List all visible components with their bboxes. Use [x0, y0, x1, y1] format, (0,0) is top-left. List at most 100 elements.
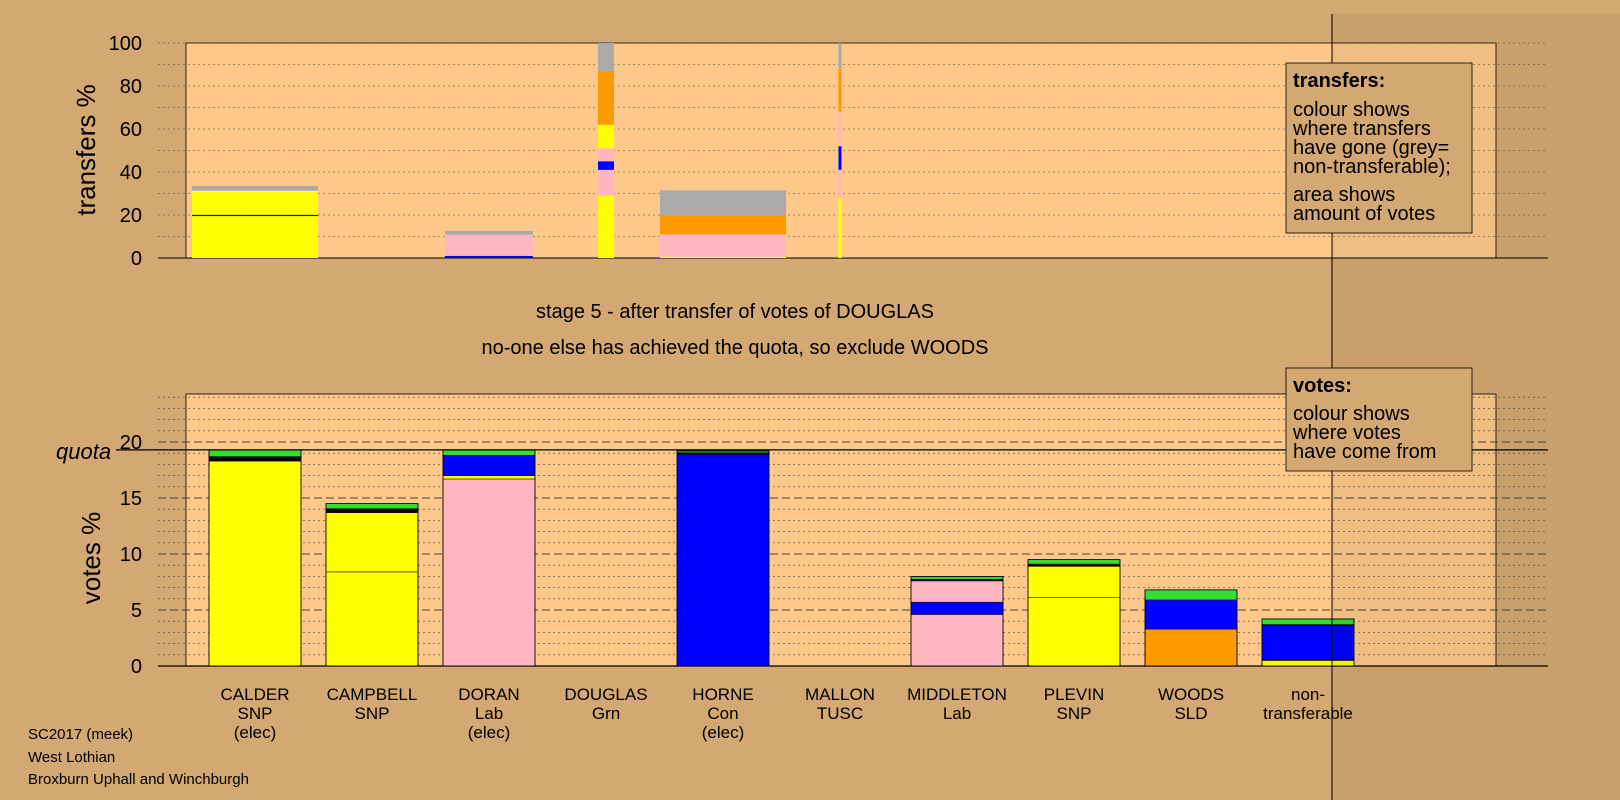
- votes-bars: [208, 449, 1355, 667]
- candidate-label: CAMPBELL: [327, 685, 418, 704]
- y-tick-label: 20: [120, 432, 142, 454]
- vote-bar-outline: [1261, 618, 1355, 667]
- transfers-legend-line: where transfers: [1292, 118, 1431, 140]
- candidate-label: SNP: [238, 704, 273, 723]
- transfer-segment: [838, 169, 842, 198]
- y-tick-label: 10: [120, 544, 142, 566]
- candidate-label: non-: [1291, 685, 1325, 704]
- y-tick-label: 0: [131, 656, 142, 678]
- vote-segment: [1261, 625, 1355, 660]
- vote-bar-outline: [325, 503, 419, 667]
- transfer-segment: [660, 215, 786, 235]
- vote-segment: [1144, 628, 1238, 667]
- transfers-legend-box: [1285, 62, 1473, 234]
- transfer-segment: [598, 70, 614, 125]
- vote-segment: [1027, 566, 1121, 598]
- vote-bar-outline: [1144, 589, 1238, 667]
- candidate-label: Grn: [592, 704, 620, 723]
- votes-legend-title: votes:: [1293, 375, 1352, 397]
- transfers-legend-line: area shows: [1293, 184, 1395, 206]
- candidate-label: PLEVIN: [1044, 685, 1104, 704]
- vote-bar-outline: [1027, 559, 1121, 667]
- candidate-label: SLD: [1174, 704, 1207, 723]
- votes-legend: votes: colour shows where votes have com…: [1285, 367, 1473, 472]
- candidate-label: SNP: [355, 704, 390, 723]
- transfer-segment: [660, 234, 786, 257]
- y-tick-label: 15: [120, 488, 142, 510]
- transfer-segment: [445, 255, 533, 258]
- vote-segment: [442, 475, 536, 480]
- candidate-label: MALLON: [805, 685, 875, 704]
- vote-segment: [910, 576, 1004, 580]
- transfer-segment: [192, 190, 318, 192]
- transfers-grid: [158, 42, 1548, 259]
- vote-segment: [910, 601, 1004, 615]
- y-tick-label: 100: [109, 33, 142, 55]
- candidate-label: CALDER: [221, 685, 290, 704]
- y-tick-label: 20: [120, 205, 142, 227]
- transfer-segment: [598, 124, 614, 149]
- candidate-labels: CALDERSNP(elec)CAMPBELLSNPDORANLab(elec)…: [221, 685, 1353, 742]
- vote-segment: [1144, 589, 1238, 601]
- transfer-segment: [598, 43, 614, 71]
- y-tick-label: 5: [131, 600, 142, 622]
- transfer-segment: [838, 197, 842, 258]
- votes-legend-line: colour shows: [1293, 403, 1410, 425]
- candidate-label: WOODS: [1158, 685, 1224, 704]
- transfer-segment: [445, 230, 533, 235]
- transfer-segment: [445, 234, 533, 256]
- vote-segment: [208, 449, 302, 457]
- candidate-label: transferable: [1263, 704, 1353, 723]
- transfer-segment: [192, 214, 318, 217]
- vote-bar-outline: [676, 450, 770, 667]
- transfers-y-ticks: 0 20 40 60 80 100: [109, 33, 142, 270]
- transfer-segment: [598, 148, 614, 162]
- candidate-label: DOUGLAS: [564, 685, 647, 704]
- vote-segment: [442, 478, 536, 667]
- votes-y-axis-label: votes %: [76, 512, 106, 605]
- vote-segment: [1144, 599, 1238, 630]
- candidate-label: SNP: [1057, 704, 1092, 723]
- transfers-legend-line: amount of votes: [1293, 203, 1435, 225]
- vote-segment: [676, 454, 770, 667]
- vote-segment: [910, 614, 1004, 667]
- transfer-segment: [598, 161, 614, 170]
- candidate-label: Lab: [475, 704, 503, 723]
- transfer-segment: [598, 195, 614, 258]
- candidate-label: (elec): [468, 723, 511, 742]
- transfers-panel: 0 20 40 60 80 100 transfers %: [71, 33, 1548, 270]
- candidate-label: Con: [707, 704, 738, 723]
- transfer-segment: [838, 111, 842, 147]
- vote-segment: [1027, 559, 1121, 565]
- vote-segment: [325, 571, 419, 667]
- vote-segment: [676, 452, 770, 455]
- transfers-legend: transfers: colour shows where transfers …: [1285, 62, 1473, 234]
- vote-segment: [208, 460, 302, 667]
- votes-y-ticks: 0 5 10 15 20: [120, 432, 142, 678]
- transfer-segment: [660, 256, 786, 258]
- vote-segment: [325, 503, 419, 509]
- quota-label: quota: [56, 439, 111, 464]
- vote-bar-outline: [910, 576, 1004, 667]
- candidate-label: TUSC: [817, 704, 863, 723]
- votes-legend-line: have come from: [1293, 441, 1436, 463]
- transfers-legend-line: non-transferable);: [1293, 156, 1451, 178]
- candidate-label: (elec): [234, 723, 277, 742]
- vote-segment: [325, 508, 419, 513]
- transfers-legend-line: have gone (grey=: [1293, 137, 1449, 159]
- vote-segment: [442, 449, 536, 456]
- transfers-y-axis-label: transfers %: [71, 84, 101, 216]
- transfer-segment: [192, 216, 318, 258]
- vote-segment: [325, 512, 419, 573]
- vote-segment: [1027, 563, 1121, 567]
- transfers-legend-line: colour shows: [1293, 99, 1410, 121]
- votes-legend-box: [1285, 367, 1473, 472]
- candidate-label: HORNE: [692, 685, 753, 704]
- footer-line: SC2017 (meek): [28, 726, 133, 743]
- candidate-label: Lab: [943, 704, 971, 723]
- transfer-segment: [598, 169, 614, 196]
- candidate-label: MIDDLETON: [907, 685, 1007, 704]
- action-text: no-one else has achieved the quota, so e…: [482, 337, 989, 359]
- transfer-segment: [838, 146, 842, 170]
